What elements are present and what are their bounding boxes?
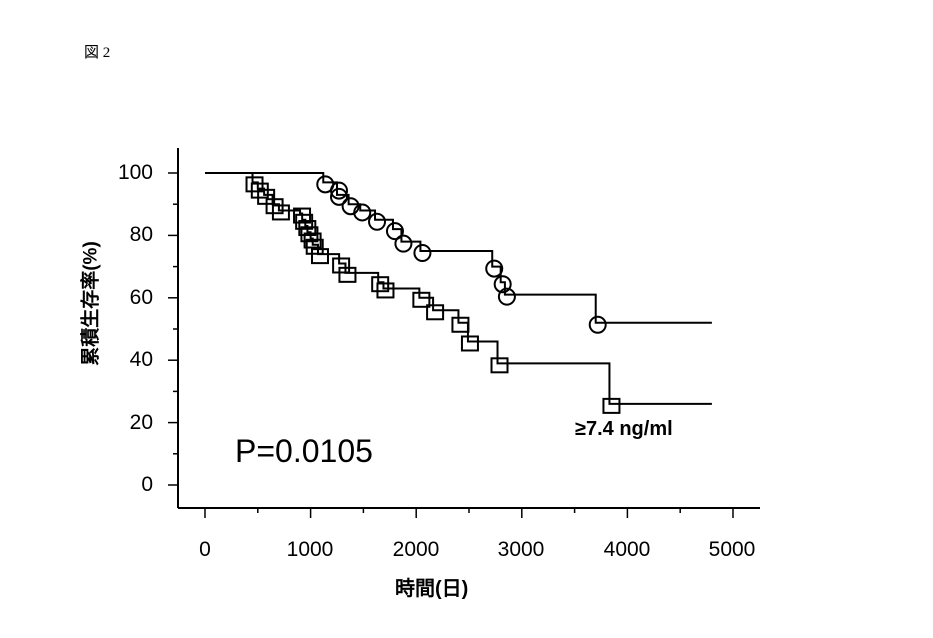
circle-marker xyxy=(493,275,512,294)
x-tick-5000: 5000 xyxy=(708,538,756,561)
square-marker xyxy=(460,335,479,352)
x-tick-4000: 4000 xyxy=(603,538,651,561)
y-tick-20: 20 xyxy=(129,411,153,434)
square-marker xyxy=(271,204,290,221)
series-layer xyxy=(205,172,712,414)
square-marker xyxy=(602,397,621,414)
square-marker xyxy=(426,304,445,321)
square-marker xyxy=(332,257,351,274)
y-tick-0: 0 xyxy=(141,473,153,496)
circle-marker xyxy=(353,203,372,222)
circle-marker xyxy=(385,222,404,241)
y-axis-label: 累積生存率(%) xyxy=(80,241,102,366)
y-tick-40: 40 xyxy=(129,348,153,371)
circle-marker xyxy=(497,287,516,306)
figure-label: 図 2 xyxy=(84,45,111,61)
y-tick-60: 60 xyxy=(129,286,153,309)
group-annotation: ≥7.4 ng/ml xyxy=(575,418,673,440)
x-axis-label: 時間(日) xyxy=(395,578,469,600)
x-tick-3000: 3000 xyxy=(497,538,545,561)
circle-marker xyxy=(330,181,348,200)
square-marker xyxy=(338,266,357,283)
circle-marker xyxy=(413,244,432,262)
circle-series-line xyxy=(205,172,712,324)
square-marker xyxy=(305,238,324,255)
x-tick-2000: 2000 xyxy=(392,538,440,561)
circle-marker xyxy=(588,315,607,334)
y-tick-100: 100 xyxy=(117,161,153,184)
square-series-line xyxy=(205,172,712,405)
square-marker xyxy=(412,291,431,308)
square-marker xyxy=(490,357,509,374)
circle-marker xyxy=(485,259,504,278)
y-tick-80: 80 xyxy=(129,223,153,246)
circle-marker xyxy=(330,187,348,206)
x-tick-0: 0 xyxy=(199,538,211,561)
square-marker xyxy=(451,316,470,333)
axes xyxy=(168,148,760,518)
circle-marker xyxy=(368,212,387,231)
square-marker xyxy=(310,248,329,265)
circle-marker xyxy=(394,234,413,253)
x-tick-1000: 1000 xyxy=(286,538,334,561)
square-marker xyxy=(376,282,395,299)
p-value-annotation: P=0.0105 xyxy=(235,433,373,469)
